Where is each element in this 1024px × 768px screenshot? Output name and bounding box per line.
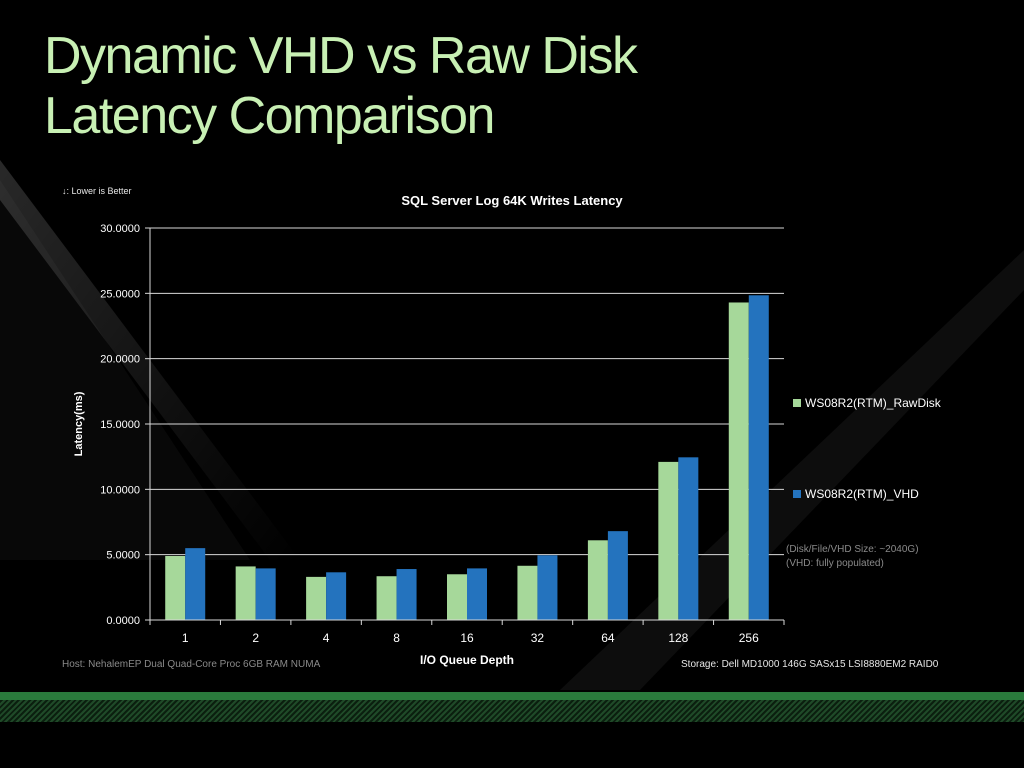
bar-rawdisk — [517, 565, 538, 620]
bar-rawdisk — [376, 576, 397, 620]
bar-rawdisk — [728, 302, 749, 620]
y-tick-label: 15.0000 — [100, 419, 140, 431]
bar-vhd — [255, 568, 276, 620]
bar-vhd — [607, 531, 628, 620]
latency-bar-chart: SQL Server Log 64K Writes Latency 0.0000… — [73, 193, 942, 667]
size-note-line1: (Disk/File/VHD Size: ~2040G) — [786, 544, 919, 555]
axes: 0.0000 5.0000 10.0000 15.0000 20.0000 25.0000… — [100, 223, 785, 645]
legend-label: WS08R2(RTM)_RawDisk — [805, 396, 942, 410]
bar-vhd — [678, 457, 699, 620]
bar-rawdisk — [587, 540, 608, 620]
x-tick-label: 32 — [531, 631, 545, 645]
slide-title-line2: Latency Comparison — [44, 87, 495, 145]
x-tick-label: 4 — [323, 631, 330, 645]
y-tick-label: 10.0000 — [100, 484, 140, 496]
y-axis-label: Latency(ms) — [73, 391, 85, 456]
slide-title-line1: Dynamic VHD vs Raw Disk — [44, 27, 638, 85]
bar-rawdisk — [235, 566, 256, 620]
bars — [165, 295, 769, 620]
legend: WS08R2(RTM)_RawDisk WS08R2(RTM)_VHD — [793, 396, 942, 501]
y-tick-label: 0.0000 — [106, 615, 140, 627]
x-tick-label: 16 — [460, 631, 474, 645]
chart-title: SQL Server Log 64K Writes Latency — [401, 193, 623, 208]
x-tick-label: 2 — [252, 631, 259, 645]
bar-vhd — [467, 568, 487, 620]
legend-label: WS08R2(RTM)_VHD — [805, 487, 919, 501]
y-tick-label: 20.0000 — [100, 354, 140, 366]
x-tick-label: 256 — [739, 631, 759, 645]
bar-rawdisk — [658, 461, 679, 620]
storage-note: Storage: Dell MD1000 146G SASx15 LSI8880… — [681, 659, 939, 670]
host-note: Host: NehalemEP Dual Quad-Core Proc 6GB … — [62, 659, 321, 670]
x-tick-label: 1 — [182, 631, 189, 645]
bar-vhd — [326, 572, 347, 620]
y-tick-label: 25.0000 — [100, 288, 140, 300]
bar-rawdisk — [165, 555, 186, 620]
legend-swatch — [793, 490, 801, 498]
bar-vhd — [185, 548, 206, 620]
size-note-line2: (VHD: fully populated) — [786, 558, 884, 569]
footer-band — [0, 692, 1024, 722]
x-tick-label: 8 — [393, 631, 400, 645]
x-tick-label: 64 — [601, 631, 615, 645]
y-tick-label: 30.0000 — [100, 223, 140, 235]
bar-vhd — [396, 569, 417, 620]
slide-title: Dynamic VHD vs Raw Disk Latency Comparis… — [44, 26, 638, 146]
bar-rawdisk — [447, 574, 467, 620]
bar-vhd — [537, 555, 558, 620]
y-tick-label: 5.0000 — [106, 550, 140, 562]
bar-rawdisk — [306, 576, 327, 620]
lower-is-better-note: ↓: Lower is Better — [62, 186, 132, 196]
x-tick-label: 128 — [668, 631, 688, 645]
legend-swatch — [793, 399, 801, 407]
bar-vhd — [748, 295, 769, 620]
x-axis-label: I/O Queue Depth — [420, 653, 514, 667]
